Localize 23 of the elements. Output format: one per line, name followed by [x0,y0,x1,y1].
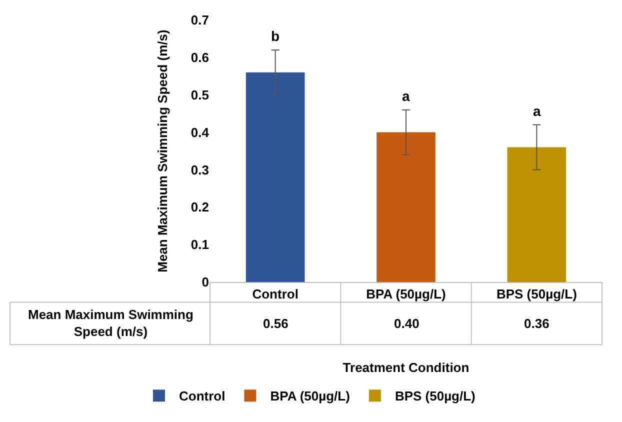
annotation: a [533,103,541,119]
text: Mean Maximum Swimming Speed (m/s) [154,30,170,272]
x-axis-title: Treatment Condition [342,360,470,376]
y-tick-label: 0 [202,274,209,290]
y-tick-label: 0.5 [190,87,209,102]
annotation: b [271,28,280,44]
x-tick-label: BPS (50µg/L) [496,286,577,302]
data-label: 0.36 [524,316,550,331]
y-tick-label: 0.4 [190,124,210,140]
legend-label: Control [179,388,226,404]
legend-label: BPA (50µg/L) [270,388,350,404]
data-label: 0.40 [394,316,420,331]
legend-label: BPS (50µg/L) [394,388,476,404]
y-tick-label: 0.7 [190,12,209,28]
annotation: a [402,88,410,104]
y-tick-label: 0.2 [190,200,209,215]
x-tick-label: Control [252,286,298,302]
x-tick-label: BPA (50µg/L) [366,286,446,302]
data-label: 0.56 [263,316,288,331]
y-axis-title: Mean Maximum Swimming Speed (m/s) [28,307,194,339]
y-tick-label: 0.3 [190,162,209,178]
y-tick-label: 0.1 [190,237,209,252]
y-tick-label: 0.6 [190,50,209,65]
